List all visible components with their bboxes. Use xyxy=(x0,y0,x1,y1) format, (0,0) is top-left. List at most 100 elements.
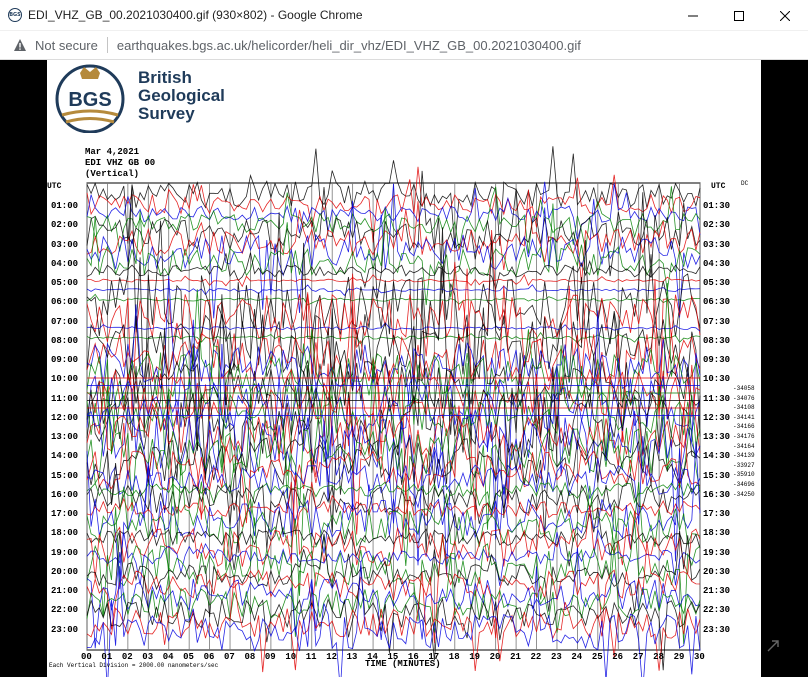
bgs-line-2: Geological xyxy=(138,86,225,105)
minute-tick-label: 01 xyxy=(101,652,113,662)
dc-count-label: -33927 xyxy=(733,461,755,469)
hour-label-left: 20:00 xyxy=(51,566,79,577)
component-label: (Vertical) xyxy=(85,169,140,179)
minute-tick-label: 05 xyxy=(183,652,194,662)
minute-tick-label: 10 xyxy=(285,652,297,662)
resize-arrow-icon[interactable] xyxy=(766,639,780,653)
hour-label-right: 01:30 xyxy=(703,201,731,211)
hour-label-left: 15:00 xyxy=(51,470,79,481)
seismic-trace xyxy=(86,227,701,437)
dc-count-label: -34696 xyxy=(733,481,755,488)
minimize-button[interactable] xyxy=(670,0,716,31)
seismic-trace xyxy=(87,274,701,288)
minute-tick-label: 20 xyxy=(489,652,501,662)
window-title-bar: BGS EDI_VHZ_GB_00.2021030400.gif (930×80… xyxy=(0,0,808,31)
seismic-trace xyxy=(86,282,701,468)
hour-label-left: 14:00 xyxy=(51,451,79,462)
hour-label-left: 07:00 xyxy=(51,316,79,327)
seismic-trace xyxy=(86,528,701,586)
seismic-trace xyxy=(86,530,701,618)
hour-label-right: 11:30 xyxy=(703,393,731,404)
hour-label-left: 03:00 xyxy=(51,239,79,250)
hour-label-right: 19:30 xyxy=(703,547,731,558)
bgs-logo: BGS British Geological Survey xyxy=(50,63,240,134)
seismic-trace xyxy=(86,252,701,291)
record-date: Mar 4,2021 xyxy=(85,147,140,157)
minute-tick-label: 25 xyxy=(591,652,603,662)
minute-tick-label: 26 xyxy=(612,652,624,662)
hour-label-right: 12:30 xyxy=(703,412,731,423)
seismic-trace xyxy=(86,461,701,518)
hour-label-left: 21:00 xyxy=(51,586,79,596)
hour-label-right: 08:30 xyxy=(703,335,731,346)
minute-tick-label: 04 xyxy=(162,652,174,662)
hour-label-left: 22:00 xyxy=(51,605,79,616)
hour-label-left: 08:00 xyxy=(51,335,79,346)
hour-label-right: 03:30 xyxy=(703,239,731,250)
dc-count-label: -34141 xyxy=(733,413,755,421)
dc-count-label: -34139 xyxy=(733,452,755,460)
seismic-trace xyxy=(86,275,701,453)
seismic-trace xyxy=(86,170,701,299)
hour-label-right: 16:30 xyxy=(703,489,731,500)
seismic-trace xyxy=(86,503,701,645)
warning-icon[interactable] xyxy=(13,38,27,52)
seismic-trace xyxy=(86,294,701,439)
minute-tick-label: 06 xyxy=(203,652,215,662)
hour-label-right: 10:30 xyxy=(703,374,731,385)
station-code: EDI VHZ GB 00 xyxy=(85,158,156,168)
dc-count-label: -34058 xyxy=(733,385,755,392)
hour-label-right: 09:30 xyxy=(703,355,731,365)
seismic-trace xyxy=(86,565,701,671)
dc-count-label: -34108 xyxy=(733,404,755,412)
seismic-trace xyxy=(86,363,701,539)
hour-label-left: 01:00 xyxy=(51,201,79,211)
hour-label-left: 06:00 xyxy=(51,297,79,308)
minute-tick-label: 11 xyxy=(305,652,317,662)
dc-count-label: -34076 xyxy=(733,394,755,402)
helicorder-plot xyxy=(86,146,701,677)
hour-label-left: 12:00 xyxy=(51,412,79,423)
seismic-trace xyxy=(86,186,701,254)
dc-count-label: -34250 xyxy=(733,490,755,498)
bgs-line-3: Survey xyxy=(138,104,195,123)
security-status[interactable]: Not secure xyxy=(35,37,98,53)
minute-tick-label: 24 xyxy=(571,652,583,662)
minute-tick-label: 02 xyxy=(121,652,133,662)
hour-label-right: 17:30 xyxy=(703,509,731,519)
image-viewer: BGS British Geological Survey Mar 4,2021… xyxy=(0,60,808,677)
hour-label-right: 15:30 xyxy=(703,470,731,481)
division-note: Each Vertical Division = 2000.00 nanomet… xyxy=(49,662,219,669)
utc-left-label: UTC xyxy=(47,182,62,191)
minute-tick-label: 30 xyxy=(694,652,705,662)
seismic-trace xyxy=(86,364,701,553)
maximize-button[interactable] xyxy=(716,0,762,31)
hour-label-left: 13:00 xyxy=(51,432,79,442)
minute-tick-label: 09 xyxy=(264,652,276,662)
hour-label-right: 14:30 xyxy=(703,451,731,462)
address-bar[interactable]: Not secure earthquakes.bgs.ac.uk/helicor… xyxy=(0,31,808,60)
hour-label-right: 02:30 xyxy=(703,220,731,231)
dc-count-label: -34176 xyxy=(733,433,755,440)
hour-label-right: 18:30 xyxy=(703,528,731,539)
minute-tick-label: 08 xyxy=(244,652,256,662)
hour-label-left: 18:00 xyxy=(51,528,79,539)
seismic-trace xyxy=(86,181,701,240)
seismic-trace xyxy=(86,203,701,306)
hour-label-right: 13:30 xyxy=(703,432,731,442)
minute-tick-label: 27 xyxy=(632,652,644,662)
url-text[interactable]: earthquakes.bgs.ac.uk/helicorder/heli_di… xyxy=(116,37,581,53)
utc-right-label: UTC xyxy=(711,182,726,191)
minute-tick-label: 29 xyxy=(673,652,685,662)
close-button[interactable] xyxy=(762,0,808,31)
hour-label-right: 22:30 xyxy=(703,605,731,616)
seismic-trace xyxy=(86,268,701,455)
window-title: EDI_VHZ_GB_00.2021030400.gif (930×802) -… xyxy=(28,8,363,22)
hour-label-left: 09:00 xyxy=(51,355,79,365)
minute-tick-label: 12 xyxy=(326,652,337,662)
helicorder-image: BGS British Geological Survey Mar 4,2021… xyxy=(47,60,761,677)
minute-tick-label: 17 xyxy=(428,652,440,662)
dc-count-label: -34164 xyxy=(733,442,755,450)
dc-count-label: -35910 xyxy=(733,471,755,479)
seismic-trace xyxy=(86,547,701,649)
